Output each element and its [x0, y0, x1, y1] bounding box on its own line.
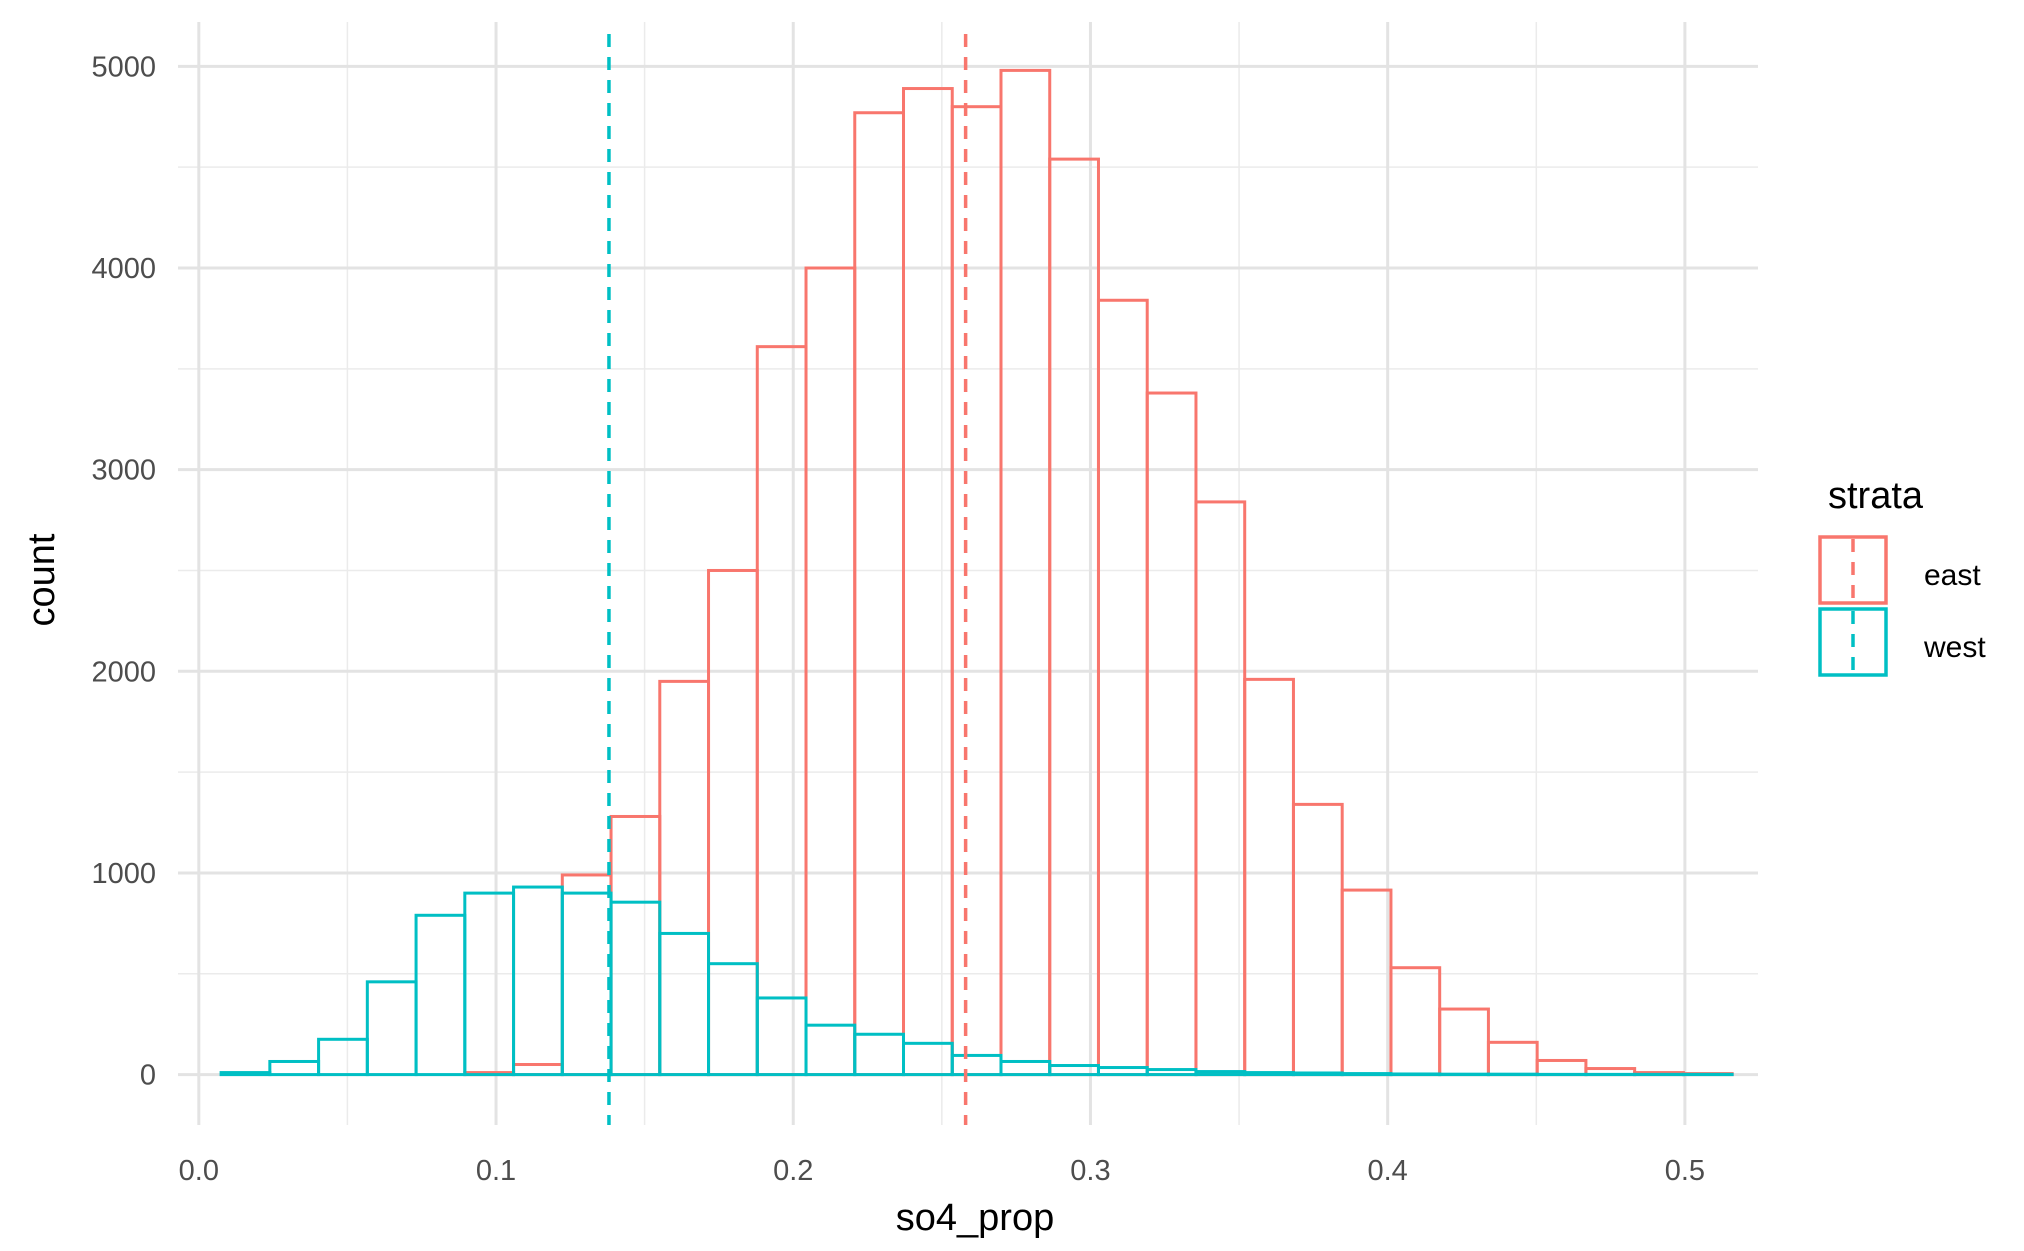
bar-east [902, 87, 954, 1077]
legend-label-west: west [1923, 631, 1986, 664]
bar-west [365, 980, 418, 1077]
x-tick-label: 0.0 [179, 1155, 219, 1187]
bar-east [1145, 391, 1198, 1077]
bar-east [1438, 1007, 1490, 1077]
bar-east [1096, 298, 1149, 1077]
bar-west [1243, 1071, 1295, 1077]
legend-key-west [1818, 607, 1888, 677]
bar-west [853, 1032, 906, 1077]
x-tick-label: 0.3 [1070, 1155, 1110, 1187]
bar-east [1389, 966, 1442, 1077]
bar-west [1340, 1072, 1393, 1077]
bar-west [1145, 1068, 1198, 1077]
bar-west [902, 1041, 954, 1077]
bar-east [1243, 677, 1295, 1077]
bar-east [512, 1063, 564, 1077]
bar-west [414, 913, 467, 1077]
bar-west [463, 891, 516, 1077]
bar-east [1194, 500, 1247, 1077]
legend-title: strata [1828, 475, 1924, 517]
y-tick-label: 2000 [91, 656, 156, 688]
bar-west [658, 931, 711, 1077]
bar-west [950, 1053, 1003, 1077]
bar-west [268, 1059, 321, 1077]
bar-west [560, 891, 613, 1077]
legend-keys [1818, 535, 1888, 677]
y-tick-label: 3000 [91, 455, 156, 487]
y-tick-label: 1000 [91, 858, 156, 890]
bar-west [1389, 1072, 1442, 1077]
bar-east [999, 68, 1052, 1077]
y-axis-title: count [21, 533, 63, 626]
bar-west [609, 900, 662, 1077]
x-tick-label: 0.4 [1368, 1155, 1408, 1187]
y-tick-label: 5000 [91, 51, 156, 83]
bar-east [853, 111, 906, 1077]
y-tick-label: 4000 [91, 253, 156, 285]
bars [219, 68, 1734, 1077]
bar-east [755, 345, 808, 1077]
mean-lines [607, 34, 968, 1125]
bar-west [317, 1037, 369, 1077]
x-tick-label: 0.1 [476, 1155, 516, 1187]
bar-west [1291, 1071, 1344, 1077]
bar-west [755, 996, 808, 1077]
x-tick-label: 0.2 [773, 1155, 813, 1187]
bar-east [707, 568, 759, 1077]
y-axis-ticks: 0 1000 2000 3000 4000 5000 [91, 51, 156, 1091]
bar-east [1340, 888, 1393, 1077]
bar-west [512, 885, 564, 1077]
bar-west [804, 1023, 857, 1077]
bar-west [707, 962, 759, 1077]
bar-east [609, 814, 662, 1077]
bar-east [1291, 802, 1344, 1077]
x-axis-ticks: 0.0 0.1 0.2 0.3 0.4 0.5 [179, 1155, 1705, 1187]
bar-east [950, 105, 1003, 1077]
legend: strata east west [1818, 475, 1986, 677]
y-tick-label: 0 [140, 1060, 156, 1092]
bar-west [1194, 1070, 1247, 1077]
bar-east [1535, 1058, 1588, 1077]
legend-key-east [1818, 535, 1888, 605]
x-axis-title: so4_prop [896, 1197, 1054, 1239]
x-tick-label: 0.5 [1665, 1155, 1705, 1187]
bar-west [1096, 1066, 1149, 1077]
bar-west [219, 1071, 272, 1077]
legend-label-east: east [1924, 559, 1981, 592]
bar-west [999, 1059, 1052, 1077]
bar-east [658, 679, 711, 1077]
bar-east [1486, 1040, 1539, 1077]
bar-east [560, 873, 613, 1077]
